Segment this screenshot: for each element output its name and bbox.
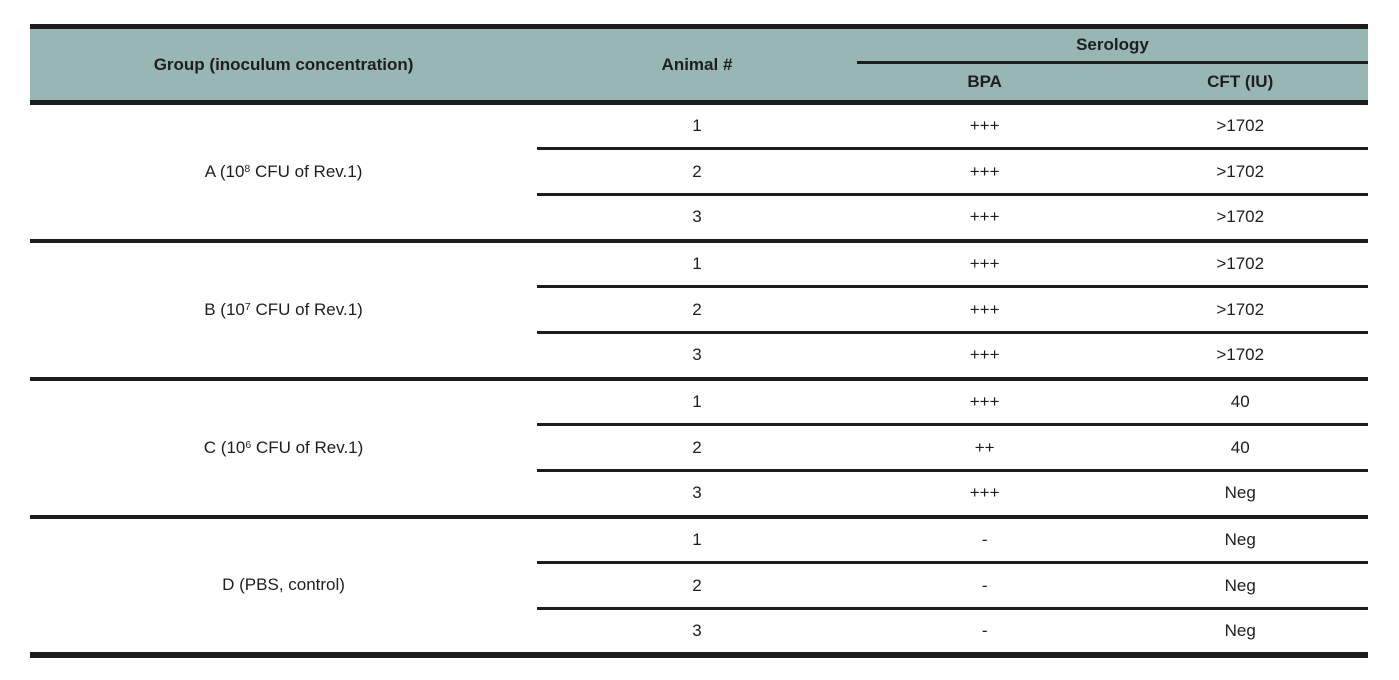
group-label-text: D (PBS, control) [222,575,345,594]
table-body: A (108 CFU of Rev.1) 1 +++ >1702 2 +++ >… [30,100,1368,655]
cft-value-cell: >1702 [1112,100,1368,149]
col-header-group: Group (inoculum concentration) [30,24,538,105]
col-header-cft: CFT (IU) [1112,62,1368,105]
bpa-value-cell: +++ [856,100,1113,149]
header-row-2: BPA CFT (IU) [30,62,1368,105]
bpa-value-cell: - [856,561,1113,609]
bpa-value-cell: +++ [856,193,1113,241]
cft-value-cell: Neg [1112,514,1368,563]
bpa-value-cell: +++ [856,147,1113,195]
bpa-value-cell: +++ [856,238,1113,287]
table-row: 3 +++ >1702 [30,331,1368,379]
header-row-1: Group (inoculum concentration) Animal # … [30,24,1368,105]
animal-number-cell: 1 [537,514,857,563]
col-header-serology: Serology [856,24,1368,64]
cft-value-cell: >1702 [1112,285,1368,333]
table-row: 2 - Neg [30,561,1368,609]
animal-number-cell: 1 [537,376,857,425]
cft-value-cell: >1702 [1112,331,1368,379]
group-label-exponent: 8 [244,163,251,176]
animal-number-cell: 2 [537,147,857,195]
bpa-value-cell: +++ [856,285,1113,333]
table-wrapper: Group (inoculum concentration) Animal # … [30,24,1368,658]
table-row: B (107 CFU of Rev.1) 1 +++ >1702 [30,238,1368,379]
animal-number-cell: 2 [537,285,857,333]
col-header-bpa: BPA [856,62,1113,105]
animal-number-cell: 3 [537,469,857,517]
table-row: 3 +++ >1702 [30,193,1368,241]
table-row: C (106 CFU of Rev.1) 1 +++ 40 [30,376,1368,517]
table-header: Group (inoculum concentration) Animal # … [30,24,1368,105]
group-label-text: CFU of Rev.1) [250,161,363,181]
animal-number-cell: 2 [537,561,857,609]
bpa-value-cell: - [856,607,1113,655]
serology-results-table: Group (inoculum concentration) Animal # … [30,24,1368,658]
group-label-text: C (10 [203,437,246,457]
cft-value-cell: >1702 [1112,238,1368,287]
group-label-b: B (107 CFU of Rev.1) [30,238,538,379]
cft-value-cell: >1702 [1112,147,1368,195]
bpa-value-cell: +++ [856,331,1113,379]
col-header-animal: Animal # [537,24,857,105]
group-label-text: CFU of Rev.1) [251,437,364,457]
table-row: 3 - Neg [30,607,1368,655]
group-label-text: CFU of Rev.1) [250,299,363,319]
group-label-exponent: 6 [245,438,252,451]
cft-value-cell: Neg [1112,607,1368,655]
animal-number-cell: 1 [537,238,857,287]
bpa-value-cell: +++ [856,469,1113,517]
group-label-a: A (108 CFU of Rev.1) [30,100,538,241]
bpa-value-cell: +++ [856,376,1113,425]
group-label-text: B (10 [204,299,245,319]
table-row: A (108 CFU of Rev.1) 1 +++ >1702 [30,100,1368,241]
cft-value-cell: Neg [1112,469,1368,517]
cft-value-cell: >1702 [1112,193,1368,241]
table-row: 2 +++ >1702 [30,285,1368,333]
bpa-value-cell: - [856,514,1113,563]
cft-value-cell: 40 [1112,423,1368,471]
cft-value-cell: Neg [1112,561,1368,609]
group-label-c: C (106 CFU of Rev.1) [30,376,538,517]
animal-number-cell: 3 [537,193,857,241]
table-row: 2 +++ >1702 [30,147,1368,195]
table-row: D (PBS, control) 1 - Neg [30,514,1368,655]
bpa-value-cell: ++ [856,423,1113,471]
animal-number-cell: 2 [537,423,857,471]
table-row: 3 +++ Neg [30,469,1368,517]
group-label-exponent: 7 [244,300,251,313]
animal-number-cell: 3 [537,331,857,379]
table-row: 2 ++ 40 [30,423,1368,471]
group-label-d: D (PBS, control) [30,514,538,655]
group-label-text: A (10 [204,161,245,181]
cft-value-cell: 40 [1112,376,1368,425]
animal-number-cell: 3 [537,607,857,655]
animal-number-cell: 1 [537,100,857,149]
